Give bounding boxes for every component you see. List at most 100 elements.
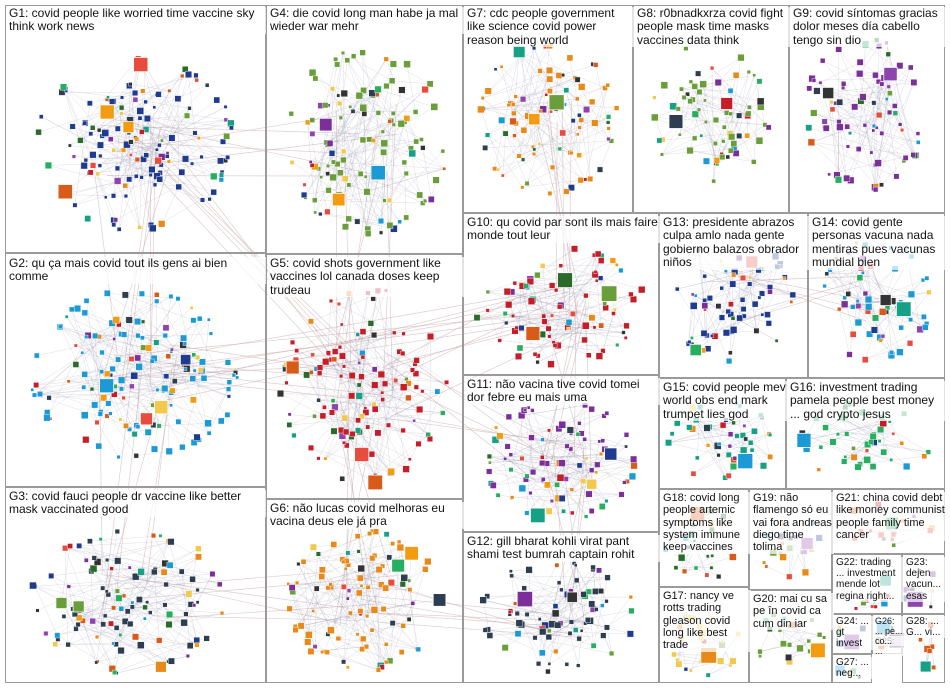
hub-node	[99, 378, 115, 394]
node	[157, 142, 162, 148]
node	[144, 428, 152, 436]
edge	[348, 590, 387, 663]
node	[170, 347, 174, 352]
node	[141, 319, 146, 324]
edge	[193, 320, 230, 397]
edge	[41, 116, 151, 176]
node	[65, 642, 71, 648]
node	[371, 366, 378, 373]
hub-node	[285, 360, 300, 375]
node	[135, 363, 143, 371]
node	[69, 123, 76, 130]
edge	[361, 553, 412, 569]
node	[322, 405, 327, 410]
node	[210, 172, 218, 180]
node	[81, 411, 89, 419]
node	[325, 171, 330, 176]
edge	[89, 160, 226, 174]
edge	[71, 309, 102, 412]
edge	[137, 426, 155, 450]
edge	[135, 571, 165, 577]
edge	[60, 326, 102, 413]
node	[210, 188, 217, 196]
node	[316, 456, 321, 461]
node	[346, 665, 350, 670]
group-label-g17: G17: nancy ve rotts trading gleason covi…	[661, 590, 751, 652]
edge	[381, 557, 390, 585]
edge	[308, 568, 346, 635]
edge	[295, 603, 413, 631]
edge	[57, 593, 189, 636]
node	[118, 417, 123, 422]
hub-node	[367, 474, 383, 491]
node	[332, 348, 339, 355]
edge	[126, 119, 226, 145]
node	[175, 296, 181, 302]
node	[206, 317, 211, 322]
node	[134, 318, 141, 325]
node	[416, 191, 424, 199]
node	[103, 195, 108, 200]
node	[35, 128, 42, 136]
node	[97, 163, 102, 168]
group-box-g2	[5, 253, 266, 487]
node	[134, 156, 140, 163]
node	[113, 217, 118, 223]
edge	[327, 555, 375, 635]
edge	[107, 97, 228, 158]
node	[368, 89, 376, 97]
group-label-g8: G8: r0bnadkxrza covid fight people mask …	[635, 7, 790, 48]
node	[337, 100, 343, 106]
edge	[378, 603, 413, 670]
node	[330, 541, 337, 548]
node	[406, 617, 412, 622]
node	[121, 395, 126, 400]
edge	[112, 556, 199, 669]
edge	[113, 131, 143, 196]
edge	[337, 106, 435, 165]
node	[391, 122, 396, 127]
node	[193, 433, 201, 441]
node	[224, 359, 231, 366]
edge	[404, 121, 420, 196]
edge	[345, 93, 377, 227]
node	[204, 83, 210, 88]
edge	[348, 107, 365, 186]
node	[315, 551, 321, 557]
edge	[91, 570, 195, 606]
edge	[145, 64, 214, 193]
edge	[125, 571, 182, 622]
node	[192, 368, 197, 373]
node	[412, 109, 419, 115]
edge	[125, 294, 194, 321]
node	[113, 625, 120, 631]
edge	[373, 369, 413, 405]
edge	[92, 154, 214, 193]
edge	[325, 59, 336, 106]
edge	[89, 541, 168, 662]
edge	[166, 319, 209, 377]
node	[360, 354, 366, 360]
node	[346, 596, 350, 601]
node	[357, 574, 364, 582]
node	[126, 176, 133, 183]
node	[400, 350, 406, 356]
edge	[303, 561, 332, 631]
node	[313, 210, 317, 215]
edge	[107, 560, 121, 636]
node	[111, 641, 115, 646]
edge	[142, 333, 211, 339]
node	[379, 230, 384, 235]
node	[410, 601, 415, 606]
edge	[94, 335, 160, 426]
edge	[342, 356, 352, 396]
node	[139, 129, 145, 135]
edge	[192, 378, 228, 416]
edge	[208, 375, 234, 434]
edge	[103, 624, 162, 667]
edge	[163, 369, 201, 392]
edge	[67, 175, 137, 196]
edge	[320, 105, 400, 222]
node	[160, 568, 168, 576]
edge	[360, 611, 387, 645]
